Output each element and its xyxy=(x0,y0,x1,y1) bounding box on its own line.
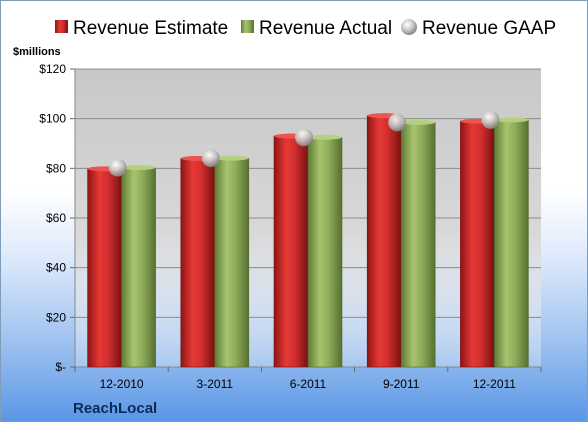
y-tick-label: $80 xyxy=(46,161,66,175)
x-tick-label: 12-2011 xyxy=(473,377,516,391)
legend: Revenue Estimate Revenue Actual Revenue … xyxy=(55,18,556,39)
bar-revenue-estimate xyxy=(87,168,122,368)
marker-revenue-gaap xyxy=(201,149,220,168)
bar-revenue-actual xyxy=(307,136,343,368)
legend-marker-gaap xyxy=(401,19,417,35)
y-tick-label: $100 xyxy=(39,112,66,126)
x-tick-label: 12-2010 xyxy=(100,377,144,391)
bar-revenue-actual xyxy=(400,122,436,368)
y-tick-label: $120 xyxy=(39,62,66,76)
y-tick-label: $20 xyxy=(46,310,66,324)
gaap-markers xyxy=(108,110,500,177)
bar-revenue-estimate xyxy=(273,135,309,368)
bar-revenue-actual xyxy=(494,119,529,368)
bar-top-revenue-actual xyxy=(308,134,342,140)
y-axis-units: $millions xyxy=(13,46,61,58)
bar-top-revenue-actual xyxy=(494,117,529,123)
bar-revenue-actual xyxy=(121,167,156,368)
bar-revenue-actual xyxy=(214,157,250,368)
legend-swatch-actual xyxy=(241,20,254,33)
legend-swatch-estimate xyxy=(55,20,68,33)
y-axis-ticks: $- $20 $40 $60 $80 $100 $120 xyxy=(39,62,76,374)
bars xyxy=(87,113,529,368)
x-axis-ticks: 12-2010 3-2011 6-2011 9-2011 12-2011 xyxy=(74,367,542,391)
y-tick-label: $40 xyxy=(46,261,66,275)
bar-top-revenue-actual xyxy=(401,119,436,125)
marker-revenue-gaap xyxy=(481,110,500,129)
bar-top-revenue-actual xyxy=(214,155,249,161)
legend-label-estimate: Revenue Estimate xyxy=(73,18,228,39)
marker-revenue-gaap xyxy=(295,128,313,147)
bar-revenue-estimate xyxy=(460,120,495,368)
bar-revenue-estimate xyxy=(180,158,216,368)
x-tick-label: 9-2011 xyxy=(383,377,420,391)
company-name: ReachLocal xyxy=(73,400,157,417)
marker-revenue-gaap xyxy=(388,113,407,132)
bar-revenue-estimate xyxy=(366,115,402,368)
legend-label-gaap: Revenue GAAP xyxy=(422,18,556,39)
y-tick-label: $- xyxy=(55,360,66,374)
x-tick-label: 6-2011 xyxy=(290,377,327,391)
marker-revenue-gaap xyxy=(108,158,127,177)
x-tick-label: 3-2011 xyxy=(197,377,234,391)
y-tick-label: $60 xyxy=(46,211,66,225)
legend-label-actual: Revenue Actual xyxy=(259,18,392,39)
bar-top-revenue-actual xyxy=(121,165,156,171)
